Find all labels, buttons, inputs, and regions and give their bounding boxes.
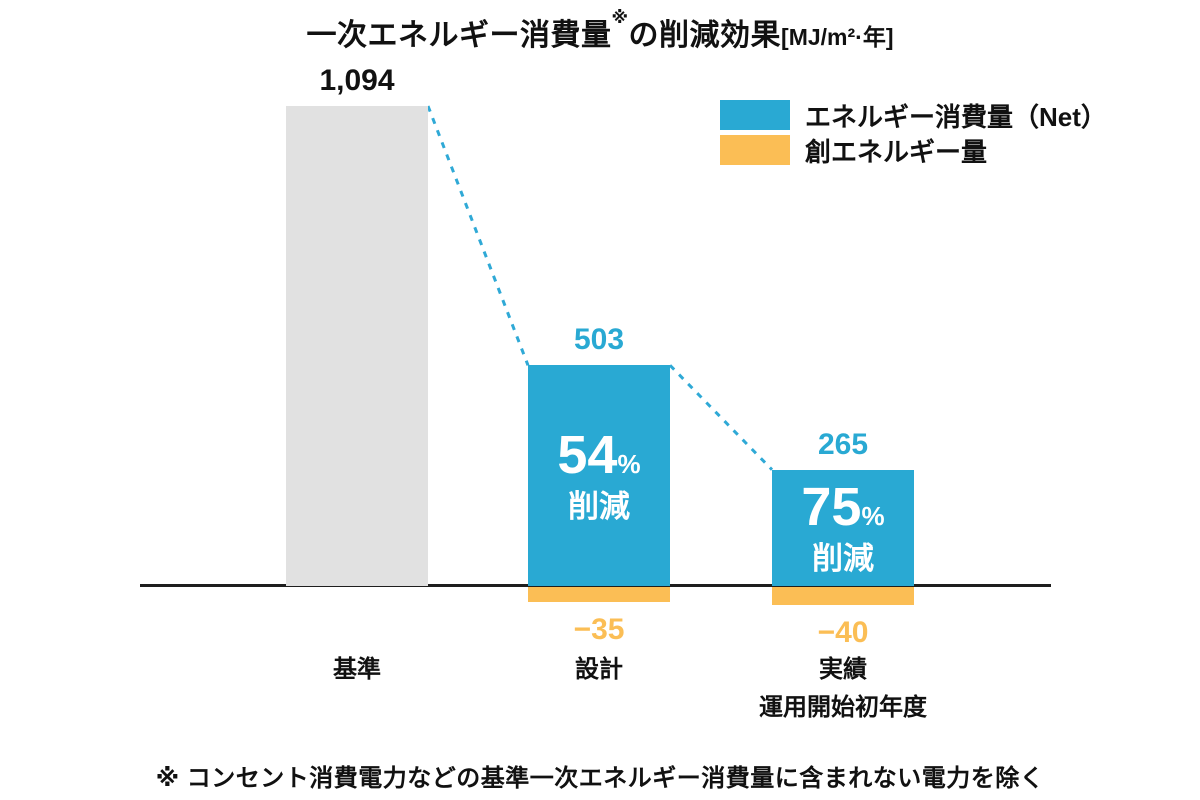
- legend-item-net: エネルギー消費量（Net）: [720, 100, 1107, 132]
- net-bar-actual: 75% 削減: [772, 469, 914, 586]
- legend: エネルギー消費量（Net） 創エネルギー量: [720, 100, 1107, 170]
- category-line: 実績: [819, 656, 867, 683]
- generation-bar-actual: [772, 587, 914, 605]
- generation-value-label-actual: −40: [817, 615, 869, 649]
- reduction-word: 削減: [812, 540, 874, 576]
- reduction-percent-design: 54%: [557, 428, 640, 482]
- net-bar-design: 54% 削減: [528, 365, 670, 586]
- category-label-baseline: 基準: [197, 651, 517, 689]
- percent-sign: %: [617, 448, 641, 479]
- legend-label-net: エネルギー消費量（Net）: [805, 101, 1107, 132]
- bar-value-label-actual: 265: [817, 427, 869, 461]
- title-main: 一次エネルギー消費量: [306, 19, 612, 52]
- net-swatch-icon: [720, 100, 790, 130]
- chart-title: 一次エネルギー消費量※の削減効果[MJ/m²·年]: [0, 8, 1200, 54]
- generation-value-label-design: −35: [573, 613, 625, 647]
- footnote: ※ コンセント消費電力などの基準一次エネルギー消費量に含まれない電力を除く: [155, 765, 1045, 792]
- reduction-word: 削減: [568, 488, 630, 524]
- title-note-mark: ※: [611, 8, 629, 27]
- reduction-percent-actual: 75%: [801, 480, 884, 534]
- percent-sign: %: [861, 500, 885, 531]
- bar-value-label-design: 503: [573, 323, 625, 357]
- baseline-bar: [286, 106, 428, 586]
- bar-value-label-baseline: 1,094: [319, 64, 395, 97]
- category-line: 設計: [575, 656, 623, 683]
- title-suffix: の削減効果: [628, 19, 782, 52]
- generation-swatch-icon: [720, 135, 790, 165]
- legend-item-generation: 創エネルギー量: [720, 135, 1107, 167]
- generation-bar-design: [528, 587, 670, 603]
- legend-label-generation: 創エネルギー量: [805, 136, 988, 167]
- reduction-percent-number: 75: [801, 476, 862, 537]
- reduction-percent-number: 54: [557, 424, 618, 485]
- category-line: 基準: [333, 656, 381, 683]
- category-line: 運用開始初年度: [759, 694, 927, 721]
- category-label-design: 設計: [439, 651, 759, 689]
- category-label-actual: 実績 運用開始初年度: [683, 651, 1003, 727]
- title-unit: [MJ/m²·年]: [781, 24, 894, 50]
